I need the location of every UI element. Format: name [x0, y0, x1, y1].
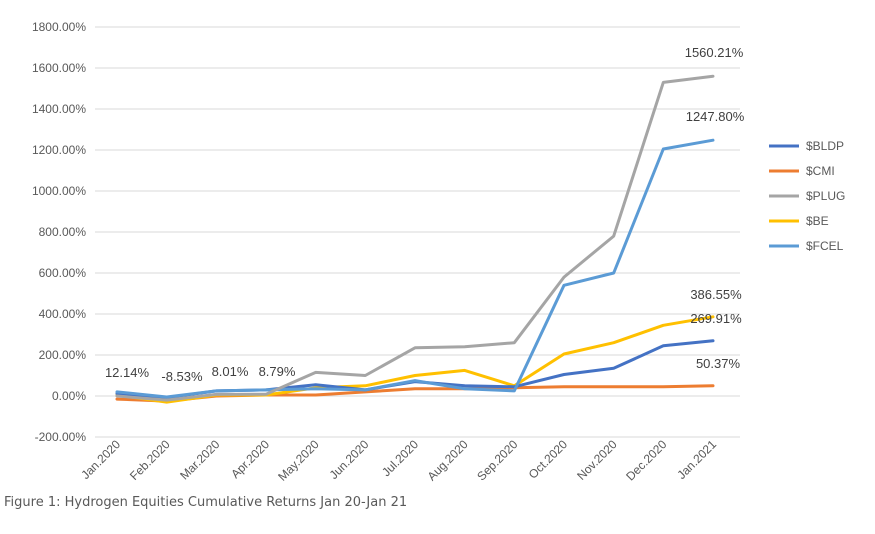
legend-label: $CMI [806, 164, 835, 178]
legend: $BLDP $CMI $PLUG $BE $FCEL [769, 139, 845, 253]
y-tick-label: 1400.00% [32, 102, 86, 116]
series-line-fcel [117, 140, 713, 397]
data-label: 1560.21% [685, 45, 744, 60]
legend-label: $BE [806, 214, 829, 228]
figure-caption: Figure 1: Hydrogen Equities Cumulative R… [4, 495, 407, 510]
x-tick-label: Apr.2020 [228, 437, 272, 481]
y-tick-label: 1000.00% [32, 184, 86, 198]
data-label: 50.37% [696, 356, 741, 371]
x-tick-label: Sep.2020 [474, 437, 520, 483]
series-lines [117, 76, 713, 402]
y-tick-label: 200.00% [39, 348, 87, 362]
x-tick-label: May.2020 [275, 437, 322, 484]
y-tick-label: 400.00% [39, 307, 87, 321]
x-tick-label: Jul.2020 [379, 437, 421, 479]
x-tick-label: Jun.2020 [327, 437, 372, 482]
y-tick-label: 0.00% [52, 389, 86, 403]
legend-label: $PLUG [806, 189, 845, 203]
series-line-plug [117, 76, 713, 400]
data-label: -8.53% [161, 369, 203, 384]
x-tick-label: Feb.2020 [127, 437, 173, 483]
y-tick-label: 1200.00% [32, 143, 86, 157]
y-tick-label: 800.00% [39, 225, 87, 239]
y-tick-label: 600.00% [39, 266, 87, 280]
data-label: 8.79% [259, 364, 296, 379]
legend-label: $FCEL [806, 239, 844, 253]
x-tick-label: Dec.2020 [623, 437, 669, 483]
data-label: 8.01% [212, 364, 249, 379]
data-label: 1247.80% [686, 109, 745, 124]
data-label: 386.55% [690, 287, 742, 302]
line-chart: -200.00% 0.00% 200.00% 400.00% 600.00% 800.00… [0, 0, 875, 490]
legend-label: $BLDP [806, 139, 844, 153]
y-axis-ticks: -200.00% 0.00% 200.00% 400.00% 600.00% 800.00… [32, 20, 86, 444]
x-tick-label: Aug.2020 [425, 437, 471, 483]
x-tick-label: Nov.2020 [574, 437, 620, 483]
x-tick-label: Jan.2021 [674, 437, 719, 482]
data-label: 269.91% [690, 311, 742, 326]
x-axis-ticks: Jan.2020 Feb.2020 Mar.2020 Apr.2020 May.2020… [78, 437, 719, 484]
y-tick-label: -200.00% [35, 430, 87, 444]
data-labels: 12.14% -8.53% 8.01% 8.79% 1560.21% 1247.80% 38… [105, 45, 745, 384]
y-tick-label: 1800.00% [32, 20, 86, 34]
y-tick-label: 1600.00% [32, 61, 86, 75]
data-label: 12.14% [105, 365, 150, 380]
x-tick-label: Mar.2020 [177, 437, 223, 483]
x-tick-label: Oct.2020 [526, 437, 571, 482]
